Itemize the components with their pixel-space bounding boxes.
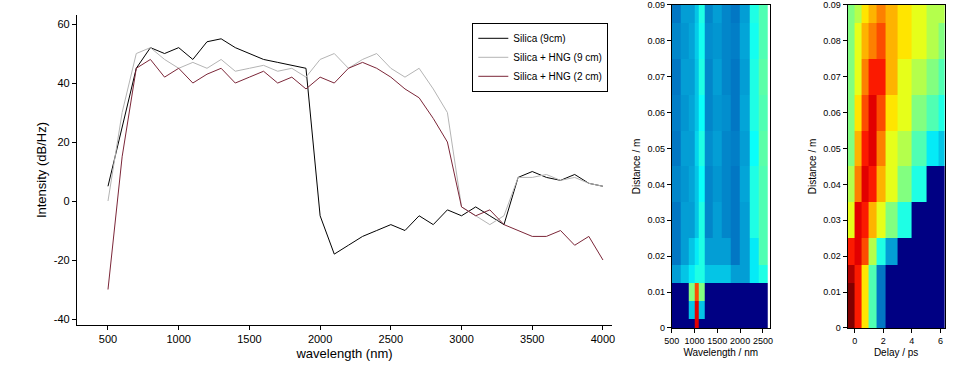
svg-text:3500: 3500 bbox=[520, 333, 544, 345]
svg-text:Wavelength / nm: Wavelength / nm bbox=[683, 347, 758, 358]
svg-text:0.09: 0.09 bbox=[647, 0, 665, 10]
svg-text:0.03: 0.03 bbox=[647, 215, 665, 225]
svg-text:0.04: 0.04 bbox=[647, 180, 665, 190]
svg-text:Silica + HNG (2 cm): Silica + HNG (2 cm) bbox=[513, 71, 602, 82]
svg-text:0: 0 bbox=[852, 336, 857, 346]
svg-text:0.07: 0.07 bbox=[823, 72, 841, 82]
svg-text:0.04: 0.04 bbox=[823, 180, 841, 190]
svg-text:0.06: 0.06 bbox=[647, 108, 665, 118]
svg-text:0.06: 0.06 bbox=[823, 108, 841, 118]
svg-text:2: 2 bbox=[881, 336, 886, 346]
svg-text:Delay / ps: Delay / ps bbox=[874, 347, 918, 358]
svg-text:0.03: 0.03 bbox=[823, 215, 841, 225]
svg-text:6: 6 bbox=[938, 336, 943, 346]
svg-text:0.01: 0.01 bbox=[823, 287, 841, 297]
svg-text:500: 500 bbox=[664, 336, 679, 346]
svg-text:1000: 1000 bbox=[685, 336, 705, 346]
svg-text:1000: 1000 bbox=[166, 333, 190, 345]
svg-text:0.09: 0.09 bbox=[823, 0, 841, 10]
svg-text:3000: 3000 bbox=[449, 333, 473, 345]
svg-text:500: 500 bbox=[99, 333, 117, 345]
svg-text:4: 4 bbox=[909, 336, 914, 346]
svg-text:2500: 2500 bbox=[753, 336, 773, 346]
svg-text:-40: -40 bbox=[54, 313, 70, 325]
svg-text:Silica + HNG (9 cm): Silica + HNG (9 cm) bbox=[513, 52, 602, 63]
svg-text:0: 0 bbox=[660, 323, 665, 333]
svg-text:wavelength (nm): wavelength (nm) bbox=[295, 346, 392, 361]
svg-text:2000: 2000 bbox=[730, 336, 750, 346]
svg-text:0: 0 bbox=[64, 195, 70, 207]
svg-text:0.07: 0.07 bbox=[647, 72, 665, 82]
svg-text:2000: 2000 bbox=[308, 333, 332, 345]
svg-text:4000: 4000 bbox=[591, 333, 615, 345]
svg-text:Intensity (dB/Hz): Intensity (dB/Hz) bbox=[34, 122, 49, 218]
svg-text:Silica (9cm): Silica (9cm) bbox=[513, 33, 565, 44]
svg-text:2500: 2500 bbox=[379, 333, 403, 345]
svg-text:60: 60 bbox=[57, 18, 69, 30]
svg-text:0.02: 0.02 bbox=[823, 251, 841, 261]
svg-text:0.05: 0.05 bbox=[823, 144, 841, 154]
svg-text:Distance / m: Distance / m bbox=[807, 139, 818, 195]
svg-text:0.05: 0.05 bbox=[647, 144, 665, 154]
svg-text:1500: 1500 bbox=[237, 333, 261, 345]
svg-text:20: 20 bbox=[57, 136, 69, 148]
svg-text:0: 0 bbox=[836, 323, 841, 333]
svg-text:0.08: 0.08 bbox=[647, 36, 665, 46]
svg-text:Distance / m: Distance / m bbox=[631, 139, 642, 195]
svg-text:1500: 1500 bbox=[707, 336, 727, 346]
svg-text:0.02: 0.02 bbox=[647, 251, 665, 261]
svg-text:0.01: 0.01 bbox=[647, 287, 665, 297]
svg-text:40: 40 bbox=[57, 77, 69, 89]
svg-text:0.08: 0.08 bbox=[823, 36, 841, 46]
svg-text:-20: -20 bbox=[54, 254, 70, 266]
